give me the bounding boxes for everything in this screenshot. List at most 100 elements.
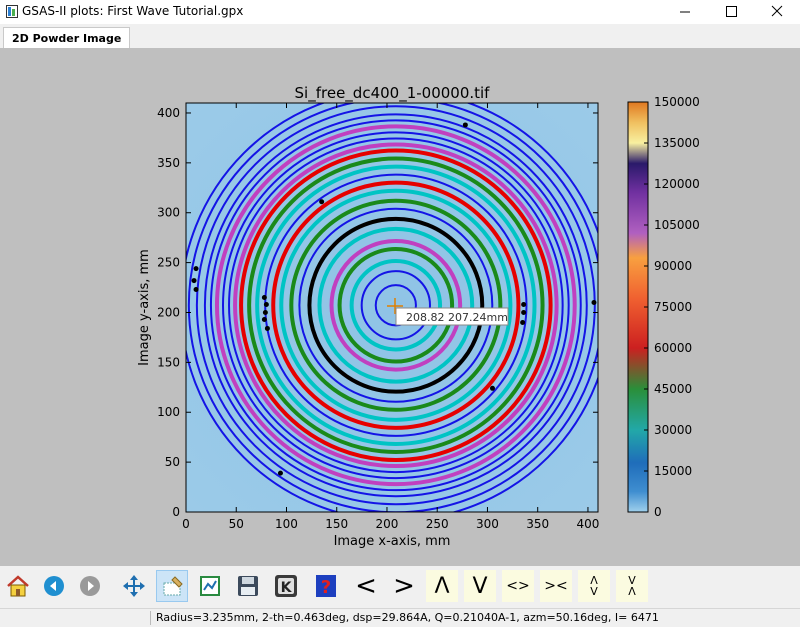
close-icon <box>771 5 783 17</box>
diffraction-ring <box>233 142 559 469</box>
key-label: K <box>281 580 293 596</box>
help-button[interactable]: ? <box>310 570 342 602</box>
shrink-x-button[interactable]: >< <box>540 570 572 602</box>
key-button[interactable]: K <box>270 570 302 602</box>
minimize-icon <box>680 11 690 13</box>
status-bar: Radius=3.235mm, 2-th=0.463deg, dsp=29.86… <box>0 608 800 627</box>
calibration-point <box>591 300 597 306</box>
calibration-point <box>263 302 269 308</box>
help-label: ? <box>321 577 331 598</box>
shift-down-icon: V <box>472 573 488 599</box>
forward-button[interactable] <box>74 570 106 602</box>
x-axis-label: Image x-axis, mm <box>334 534 451 549</box>
diffraction-ring <box>195 105 596 506</box>
diffraction-ring <box>203 113 588 498</box>
diffraction-ring <box>247 156 545 454</box>
expand-x-button[interactable]: <> <box>502 570 534 602</box>
expand-y-icon: Λ V <box>578 570 610 602</box>
shift-up-icon: Λ <box>434 573 450 599</box>
zoom-rect-icon <box>163 576 183 596</box>
diffraction-ring <box>221 131 570 480</box>
minimize-button[interactable] <box>662 0 708 24</box>
colorbar-tick-label: 60000 <box>654 341 692 355</box>
y-axis-label: Image y-axis, mm <box>137 249 152 366</box>
cursor-tooltip: 208.82 207.24mm <box>406 311 508 324</box>
shift-right-button[interactable]: > <box>388 570 420 602</box>
diffraction-ring <box>239 148 553 463</box>
diffraction-ring <box>209 119 582 492</box>
calibration-point <box>520 319 526 325</box>
window-titlebar: GSAS-II plots: First Wave Tutorial.gpx <box>0 0 800 24</box>
y-tick-label: 200 <box>157 305 180 319</box>
expand-y-button[interactable]: Λ V <box>578 570 610 602</box>
shift-up-button[interactable]: Λ <box>426 570 458 602</box>
home-button[interactable] <box>2 570 34 602</box>
expand-y-bottom: V <box>590 585 598 598</box>
calibration-points <box>191 122 597 476</box>
calibration-point <box>489 385 495 391</box>
colorbar-tick-label: 30000 <box>654 423 692 437</box>
calibration-point <box>277 470 283 476</box>
diffraction-ring <box>317 226 475 384</box>
tab-2d-powder-image[interactable]: 2D Powder Image <box>3 27 131 49</box>
x-tick-label: 400 <box>576 517 599 531</box>
calibration-point <box>193 266 199 272</box>
ring-layer <box>186 103 598 512</box>
diffraction-ring <box>298 207 494 403</box>
y-tick-label: 150 <box>157 355 180 369</box>
diffraction-ring <box>307 216 485 394</box>
key-icon: K <box>275 575 297 597</box>
shift-left-icon: < <box>355 571 377 601</box>
shift-down-button[interactable]: V <box>464 570 496 602</box>
calibration-point <box>262 309 268 315</box>
y-tick-label: 400 <box>157 106 180 120</box>
colorbar-tick-label: 45000 <box>654 382 692 396</box>
x-tick-label: 200 <box>376 517 399 531</box>
diffraction-ring <box>349 259 443 352</box>
x-tick-label: 350 <box>526 517 549 531</box>
forward-icon <box>80 576 100 596</box>
subplots-button[interactable] <box>194 570 226 602</box>
plot-canvas[interactable]: Si_free_dc400_1-00000.tif 0 50 100 150 200 25… <box>0 48 800 566</box>
maximize-button[interactable] <box>708 0 754 24</box>
x-tick-label: 150 <box>325 517 348 531</box>
colorbar-axis: 0 15000 30000 45000 60000 75000 90000 105000 120… <box>644 95 700 519</box>
subplots-icon <box>200 576 220 596</box>
app-icon <box>6 5 18 18</box>
calibration-point <box>319 199 325 205</box>
expand-y-top: Λ <box>590 574 598 587</box>
cursor-crosshair <box>387 298 403 314</box>
close-button[interactable] <box>754 0 800 24</box>
colorbar-tick-label: 75000 <box>654 300 692 314</box>
x-tick-label: 250 <box>426 517 449 531</box>
pan-icon <box>123 575 145 597</box>
diffraction-ring <box>255 164 537 446</box>
y-tick-label: 250 <box>157 256 180 270</box>
calibration-point <box>261 295 267 301</box>
expand-x-icon: <> <box>506 578 530 594</box>
status-text: Radius=3.235mm, 2-th=0.463deg, dsp=29.86… <box>156 611 659 624</box>
pan-button[interactable] <box>118 570 150 602</box>
colorbar-tick-label: 120000 <box>654 177 700 191</box>
colorbar-tick-label: 90000 <box>654 259 692 273</box>
back-button[interactable] <box>38 570 70 602</box>
y-tick-label: 50 <box>165 455 180 469</box>
shift-left-button[interactable]: < <box>350 570 382 602</box>
save-button[interactable] <box>232 570 264 602</box>
back-icon <box>44 576 64 596</box>
plot-title: Si_free_dc400_1-00000.tif <box>295 84 491 103</box>
x-tick-label: 100 <box>275 517 298 531</box>
plot-panel[interactable]: Si_free_dc400_1-00000.tif 0 50 100 150 200 25… <box>0 48 800 566</box>
colorbar-tick-label: 150000 <box>654 95 700 109</box>
calibration-point <box>191 278 197 284</box>
x-tick-label: 50 <box>229 517 244 531</box>
shift-right-icon: > <box>393 571 415 601</box>
diffraction-ring <box>187 103 598 512</box>
shrink-y-icon: V Λ <box>616 570 648 602</box>
calibration-point <box>462 122 468 128</box>
window-title: GSAS-II plots: First Wave Tutorial.gpx <box>22 4 244 18</box>
zoom-rect-button[interactable] <box>156 570 188 602</box>
colorbar-tick-label: 15000 <box>654 464 692 478</box>
y-tick-label: 350 <box>157 156 180 170</box>
shrink-y-button[interactable]: V Λ <box>616 570 648 602</box>
